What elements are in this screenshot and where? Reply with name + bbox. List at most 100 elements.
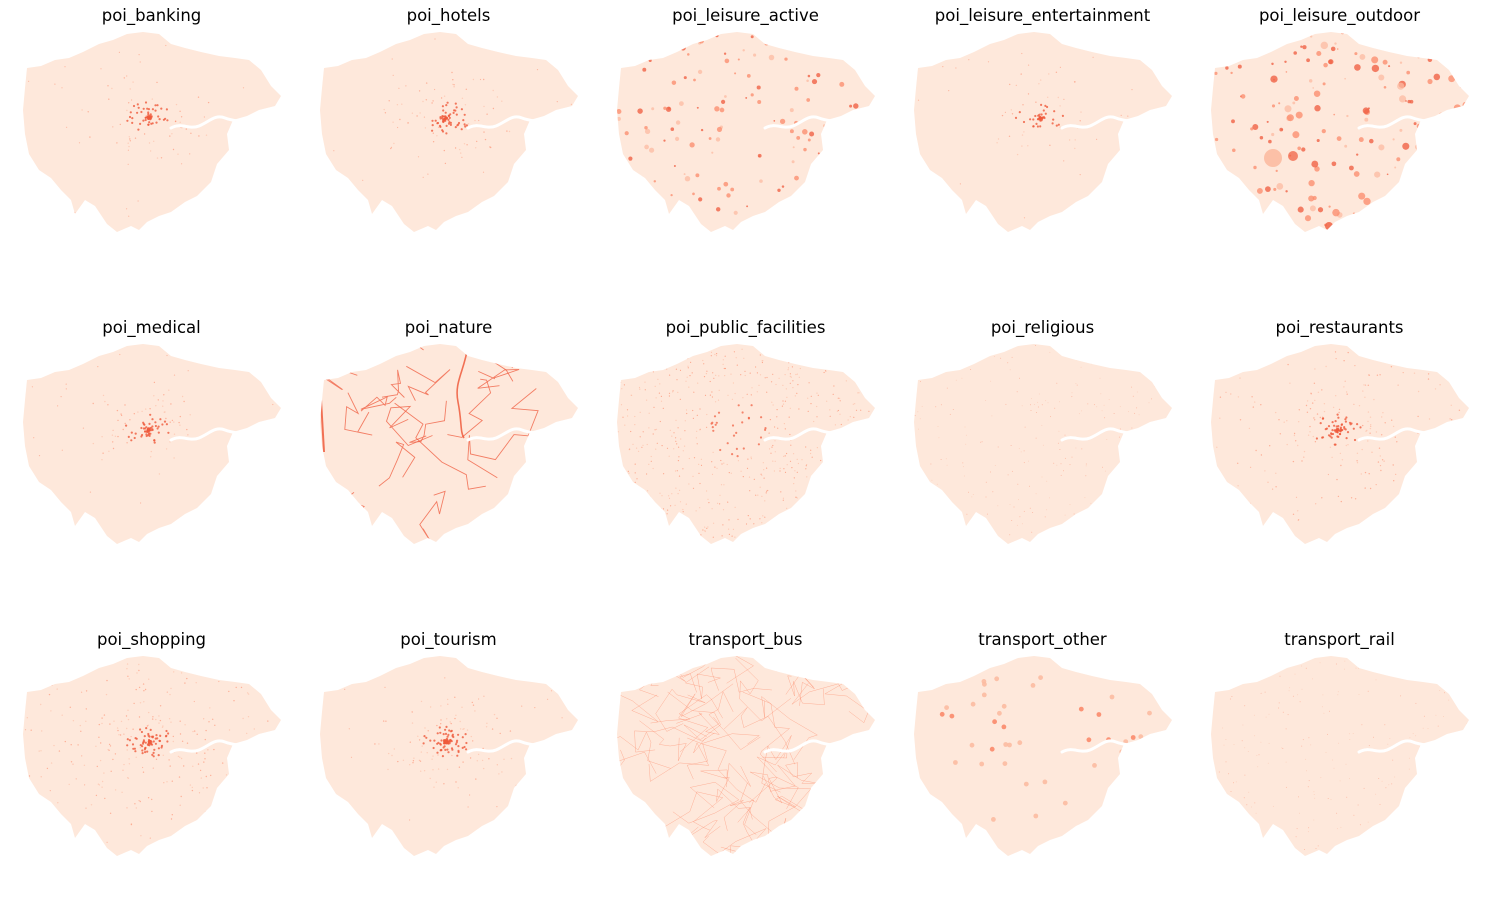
density-mark bbox=[863, 377, 866, 379]
density-mark bbox=[1314, 399, 1316, 402]
density-mark bbox=[463, 745, 466, 749]
density-mark bbox=[874, 411, 875, 413]
density-mark bbox=[138, 669, 140, 672]
density-mark bbox=[702, 828, 767, 854]
density-mark bbox=[179, 733, 182, 735]
density-mark bbox=[820, 523, 823, 525]
density-mark bbox=[806, 464, 808, 466]
density-mark bbox=[436, 121, 440, 125]
density-mark bbox=[1319, 416, 1321, 419]
density-mark bbox=[644, 493, 646, 495]
density-mark bbox=[821, 471, 823, 473]
density-mark bbox=[692, 417, 694, 419]
density-mark bbox=[165, 734, 168, 737]
density-mark bbox=[703, 376, 706, 378]
density-mark bbox=[949, 713, 955, 719]
density-mark bbox=[1275, 828, 1277, 830]
density-mark bbox=[646, 399, 648, 401]
density-mark bbox=[682, 450, 684, 452]
density-mark bbox=[1325, 751, 1327, 753]
density-mark bbox=[865, 514, 867, 516]
density-mark bbox=[131, 743, 135, 746]
london-choropleth-map bbox=[320, 32, 578, 232]
density-mark bbox=[773, 470, 775, 472]
density-mark bbox=[149, 117, 152, 120]
map-panel-transport-other: transport_other bbox=[894, 624, 1191, 919]
density-mark bbox=[1305, 404, 1308, 407]
density-mark bbox=[1255, 812, 1257, 814]
density-mark bbox=[1441, 458, 1443, 460]
density-mark bbox=[689, 142, 695, 148]
density-mark bbox=[171, 780, 173, 782]
density-mark bbox=[727, 394, 729, 396]
density-mark bbox=[675, 120, 681, 125]
density-mark bbox=[961, 377, 963, 379]
density-mark bbox=[453, 86, 455, 88]
density-mark bbox=[1370, 847, 1372, 849]
density-mark bbox=[1001, 724, 1007, 730]
density-mark bbox=[1407, 224, 1415, 231]
density-mark bbox=[966, 513, 968, 515]
density-mark bbox=[1211, 771, 1213, 773]
density-mark bbox=[140, 835, 142, 837]
density-mark bbox=[254, 774, 256, 776]
density-mark bbox=[677, 460, 679, 462]
density-mark bbox=[100, 68, 102, 70]
density-mark bbox=[95, 794, 98, 797]
density-mark bbox=[68, 46, 70, 48]
density-mark bbox=[757, 494, 759, 496]
density-mark bbox=[648, 412, 650, 414]
density-mark bbox=[795, 496, 797, 498]
density-mark bbox=[508, 130, 511, 133]
river-thames bbox=[466, 739, 550, 754]
density-mark bbox=[1348, 165, 1354, 171]
density-mark bbox=[1306, 770, 1307, 772]
density-mark bbox=[158, 739, 162, 743]
density-mark bbox=[128, 102, 130, 104]
density-mark bbox=[1331, 456, 1333, 459]
density-mark bbox=[1439, 789, 1441, 791]
density-mark bbox=[455, 741, 458, 744]
density-mark bbox=[1228, 850, 1229, 852]
density-mark bbox=[659, 492, 661, 494]
density-mark bbox=[409, 400, 447, 443]
density-mark bbox=[1135, 132, 1137, 134]
density-mark bbox=[155, 405, 157, 407]
density-mark bbox=[692, 487, 695, 489]
density-mark bbox=[1346, 796, 1348, 798]
density-mark bbox=[1225, 391, 1227, 393]
density-mark bbox=[416, 115, 418, 117]
density-mark bbox=[1369, 432, 1371, 434]
density-mark bbox=[424, 127, 427, 129]
density-mark bbox=[567, 708, 569, 710]
density-mark bbox=[1271, 104, 1276, 108]
density-mark bbox=[857, 392, 859, 394]
density-mark bbox=[434, 119, 437, 122]
density-mark bbox=[218, 680, 220, 683]
density-mark bbox=[859, 535, 862, 537]
density-mark bbox=[987, 61, 990, 63]
density-mark bbox=[244, 469, 246, 471]
density-mark bbox=[1364, 471, 1367, 474]
density-mark bbox=[1370, 425, 1372, 427]
map-panel-poi-religious: poi_religious bbox=[894, 312, 1191, 607]
density-mark bbox=[452, 735, 455, 739]
density-mark bbox=[691, 524, 693, 526]
london-choropleth-map bbox=[914, 32, 1172, 232]
density-mark bbox=[85, 807, 87, 809]
density-mark bbox=[1298, 796, 1299, 798]
density-mark bbox=[782, 497, 784, 499]
density-mark bbox=[1029, 507, 1031, 509]
density-mark bbox=[1114, 541, 1116, 543]
density-mark bbox=[824, 210, 830, 216]
density-mark bbox=[1028, 460, 1029, 462]
density-mark bbox=[1375, 431, 1378, 433]
density-mark bbox=[432, 132, 434, 134]
density-mark bbox=[255, 221, 258, 223]
density-mark bbox=[858, 367, 860, 369]
density-mark bbox=[1372, 355, 1374, 357]
density-mark bbox=[776, 409, 778, 411]
density-mark bbox=[135, 807, 137, 809]
density-mark bbox=[772, 344, 774, 345]
density-mark bbox=[456, 345, 469, 439]
